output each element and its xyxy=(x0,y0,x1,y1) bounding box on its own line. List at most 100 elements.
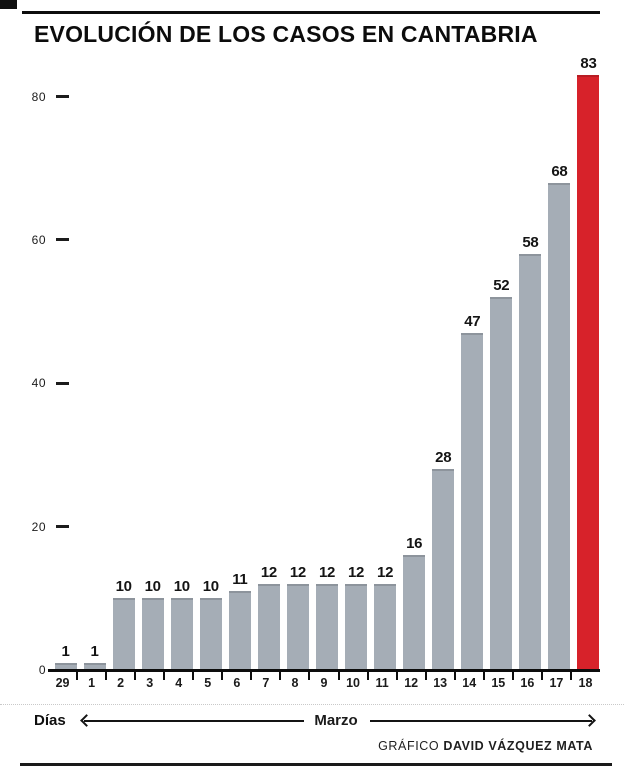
bar xyxy=(83,663,106,670)
x-tick-label: 9 xyxy=(320,676,328,690)
x-tick-label: 3 xyxy=(146,676,154,690)
x-tick-mark xyxy=(163,672,166,680)
bar-value-label: 10 xyxy=(144,578,161,595)
y-tick-dash xyxy=(56,95,69,98)
y-tick-label: 40 xyxy=(31,376,46,391)
x-tick-mark xyxy=(250,672,253,680)
bar-value-label: 12 xyxy=(377,564,394,581)
x-tick-label: 1 xyxy=(88,676,96,690)
bar xyxy=(141,598,164,670)
bar xyxy=(199,598,222,670)
x-tick-mark xyxy=(337,672,340,680)
bar xyxy=(403,555,426,670)
x-tick-label: 5 xyxy=(204,676,212,690)
x-tick-mark xyxy=(308,672,311,680)
bar-value-label: 16 xyxy=(406,535,423,552)
x-axis-title: Días xyxy=(34,712,66,729)
x-tick-label: 17 xyxy=(549,676,564,690)
bar-value-label: 47 xyxy=(464,313,481,330)
bar-value-label: 10 xyxy=(173,578,190,595)
x-tick-label: 2 xyxy=(117,676,125,690)
y-tick-label: 60 xyxy=(31,232,46,247)
bar-value-label: 12 xyxy=(348,564,365,581)
credit-author: DAVID VÁZQUEZ MATA xyxy=(443,739,593,753)
credit-prefix: GRÁFICO xyxy=(378,739,444,753)
x-tick-label: 8 xyxy=(291,676,299,690)
x-tick-label: 16 xyxy=(520,676,535,690)
arrow-right-icon xyxy=(583,714,596,727)
x-tick-mark xyxy=(395,672,398,680)
bar xyxy=(490,297,513,670)
x-tick-mark xyxy=(482,672,485,680)
y-tick-label: 80 xyxy=(31,89,46,104)
bar xyxy=(548,183,571,670)
corner-mark xyxy=(0,0,17,9)
bar-highlight xyxy=(577,75,600,670)
bar xyxy=(286,584,309,670)
bar-value-label: 68 xyxy=(551,163,568,180)
x-tick-label: 18 xyxy=(578,676,593,690)
x-axis-line xyxy=(48,669,600,672)
month-label: Marzo xyxy=(304,712,368,729)
x-tick-label: 6 xyxy=(233,676,241,690)
x-tick-mark xyxy=(76,672,79,680)
x-tick-label: 12 xyxy=(404,676,419,690)
bar xyxy=(432,469,455,670)
bar-value-label: 1 xyxy=(90,643,99,660)
bar-chart: 0 20 40 60 80 1 1 10 10 10 10 11 12 12 12 12 12 16 28 47 52… xyxy=(31,55,600,690)
x-tick-mark xyxy=(105,672,108,680)
credit-line: GRÁFICO DAVID VÁZQUEZ MATA xyxy=(378,739,593,753)
x-tick-mark xyxy=(569,672,572,680)
bar xyxy=(112,598,135,670)
x-tick-mark xyxy=(511,672,514,680)
bar xyxy=(54,663,77,670)
arrow-shaft-right xyxy=(370,720,592,722)
bar xyxy=(519,254,542,670)
bar xyxy=(461,333,484,670)
bar-value-label: 1 xyxy=(61,643,70,660)
bar xyxy=(345,584,368,670)
x-tick-label: 10 xyxy=(346,676,360,690)
x-tick-mark xyxy=(192,672,195,680)
bar xyxy=(374,584,397,670)
x-tick-label: 7 xyxy=(262,676,270,690)
bar xyxy=(170,598,193,670)
y-tick-dash xyxy=(56,381,69,385)
x-tick-mark xyxy=(366,672,369,680)
x-tick-label: 13 xyxy=(433,676,448,690)
x-tick-mark xyxy=(221,672,224,680)
bottom-rule xyxy=(20,763,612,766)
x-tick-label: 4 xyxy=(175,676,183,690)
x-tick-mark xyxy=(134,672,137,680)
x-tick-label: 15 xyxy=(491,676,506,690)
x-tick-mark xyxy=(540,672,543,680)
bar-value-label: 52 xyxy=(493,277,510,294)
bar-value-label: 12 xyxy=(289,564,306,581)
y-tick-label: 0 xyxy=(38,663,46,677)
x-tick-label: 29 xyxy=(55,676,70,690)
x-tick-mark xyxy=(453,672,456,680)
bar xyxy=(257,584,280,670)
x-axis-legend-row: Días Marzo xyxy=(0,704,624,736)
x-tick-mark xyxy=(424,672,427,680)
bar-value-label: 12 xyxy=(318,564,336,581)
x-tick-mark xyxy=(279,672,282,680)
bar xyxy=(228,591,251,670)
bar-value-label: 11 xyxy=(232,571,248,588)
bar-value-label: 58 xyxy=(522,234,539,251)
bar-value-label: 10 xyxy=(115,578,132,595)
bar xyxy=(316,584,338,670)
y-tick-dash xyxy=(56,238,69,242)
bar-value-label: 12 xyxy=(260,564,277,581)
x-tick-label: 11 xyxy=(375,676,389,690)
plot-area: 1 1 10 10 10 10 11 12 12 12 12 12 16 28 47 52 58 68 83 xyxy=(48,55,600,670)
top-rule xyxy=(22,11,600,14)
x-tick-label: 14 xyxy=(462,676,477,690)
chart-title: EVOLUCIÓN DE LOS CASOS EN CANTABRIA xyxy=(34,21,538,47)
y-tick-label: 20 xyxy=(31,519,46,534)
bar-value-label: 83 xyxy=(580,55,597,72)
bar-value-label: 28 xyxy=(435,449,452,466)
arrow-shaft-left xyxy=(84,720,304,722)
bar-value-label: 10 xyxy=(202,578,219,595)
